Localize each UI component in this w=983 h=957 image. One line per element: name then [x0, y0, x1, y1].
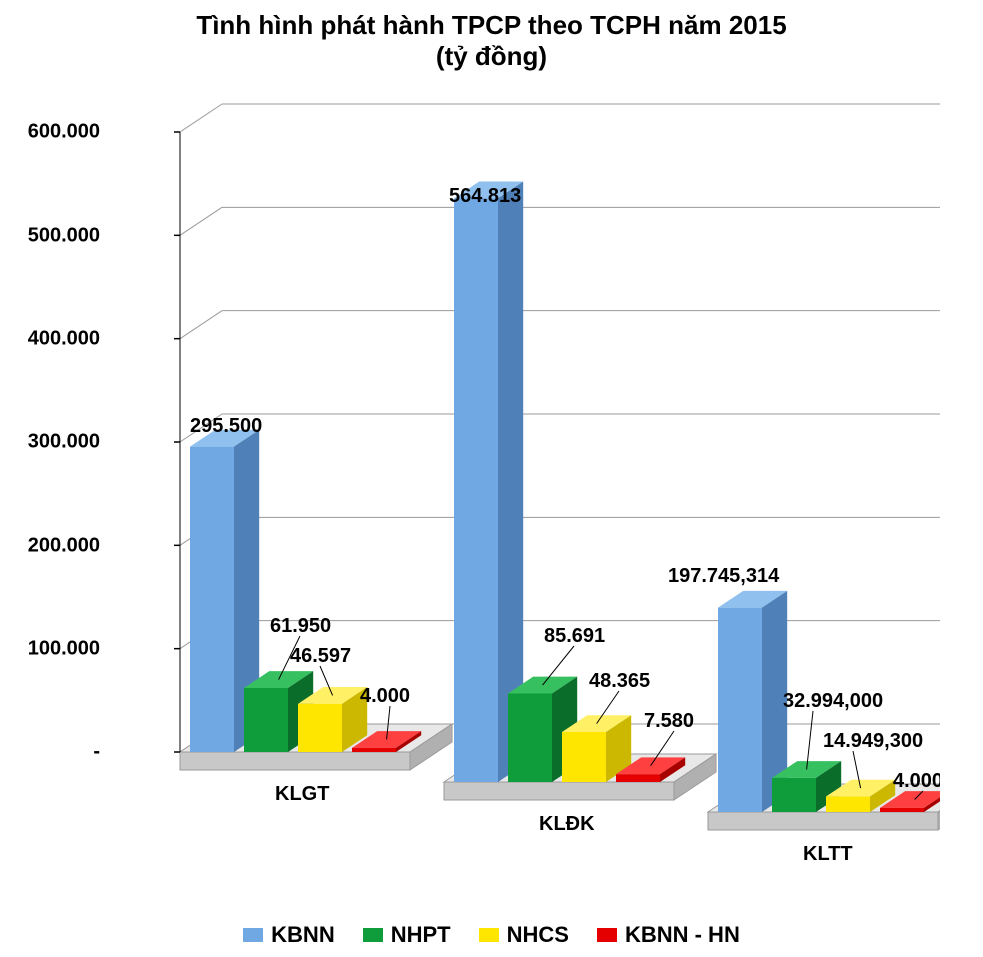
title-line2: (tỷ đồng) [436, 41, 547, 71]
legend-swatch [243, 928, 263, 942]
legend-swatch [479, 928, 499, 942]
y-axis-labels: -100.000200.000300.000400.000500.000600.… [10, 92, 110, 902]
bar-value-label: 32.994,000 [783, 690, 883, 712]
bar-value-label: 4.000 [893, 770, 940, 792]
plot-area: -100.000200.000300.000400.000500.000600.… [120, 92, 943, 902]
chart-container: Tình hình phát hành TPCP theo TCPH năm 2… [0, 0, 983, 957]
y-tick-label: 100.000 [0, 638, 100, 661]
category-label: KLĐK [539, 813, 595, 835]
category-label: KLTT [803, 843, 853, 865]
bar-value-label: 14.949,300 [823, 730, 923, 752]
chart-title: Tình hình phát hành TPCP theo TCPH năm 2… [0, 10, 983, 72]
y-tick-label: - [0, 741, 100, 764]
legend-swatch [597, 928, 617, 942]
bar-value-label: 61.950 [270, 615, 331, 637]
y-tick-label: 500.000 [0, 224, 100, 247]
title-line1: Tình hình phát hành TPCP theo TCPH năm 2… [196, 10, 786, 40]
bar-value-label: 85.691 [544, 625, 605, 647]
bar-value-label: 48.365 [589, 670, 650, 692]
chart-svg: 295.500 61.950 46.597 4.000 KLGT 564.813 85.69… [120, 92, 940, 902]
legend-item: KBNN [243, 922, 335, 948]
legend-label: KBNN - HN [625, 922, 740, 948]
y-tick-label: 400.000 [0, 328, 100, 351]
legend-label: KBNN [271, 922, 335, 948]
y-tick-label: 600.000 [0, 121, 100, 144]
legend-swatch [363, 928, 383, 942]
y-tick-label: 200.000 [0, 534, 100, 557]
bar-value-label: 197.745,314 [668, 565, 780, 587]
bar-value-label: 7.580 [644, 710, 694, 732]
y-tick-label: 300.000 [0, 431, 100, 454]
legend-label: NHPT [391, 922, 451, 948]
legend-item: NHCS [479, 922, 569, 948]
legend-label: NHCS [507, 922, 569, 948]
bar-value-label: 295.500 [190, 415, 262, 437]
legend: KBNN NHPT NHCS KBNN - HN [0, 922, 983, 948]
legend-item: KBNN - HN [597, 922, 740, 948]
bar-value-label: 4.000 [360, 685, 410, 707]
category-label: KLGT [275, 783, 329, 805]
bar-value-label: 564.813 [449, 185, 521, 207]
bar-value-label: 46.597 [290, 645, 351, 667]
legend-item: NHPT [363, 922, 451, 948]
